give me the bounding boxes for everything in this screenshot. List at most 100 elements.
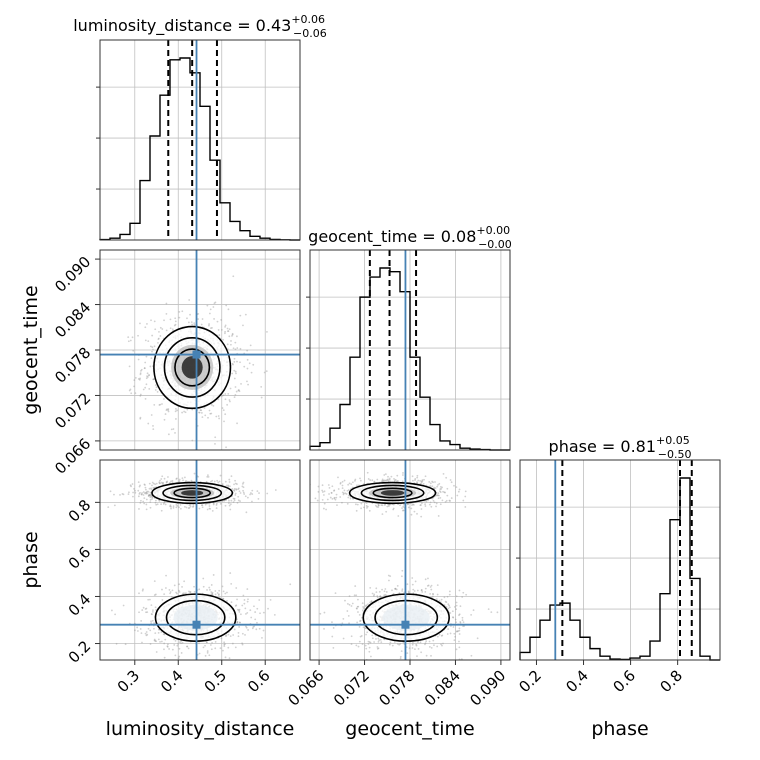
sample-point [192, 506, 194, 508]
sample-point [373, 641, 375, 643]
sample-point [115, 642, 118, 645]
sample-point [209, 644, 212, 646]
sample-point [134, 629, 136, 632]
sample-point [383, 504, 386, 506]
sample-point [170, 595, 173, 598]
sample-point [374, 504, 377, 507]
sample-point [262, 611, 265, 614]
sample-point [176, 409, 178, 412]
sample-point [127, 340, 130, 343]
density-contour [153, 325, 232, 410]
sample-point [354, 479, 356, 482]
sample-point [226, 343, 229, 346]
sample-point [408, 647, 411, 650]
histogram-step [519, 477, 720, 661]
sample-point [336, 504, 338, 507]
sample-point [317, 490, 320, 493]
sample-point [316, 499, 319, 502]
sample-point [238, 490, 241, 493]
sample-point [419, 479, 422, 482]
sample-point [153, 638, 156, 641]
sample-point [389, 503, 391, 506]
sample-point [161, 588, 163, 591]
sample-point [145, 631, 148, 633]
sample-point [237, 635, 240, 638]
sample-point [232, 634, 235, 636]
sample-point [330, 491, 333, 494]
sample-point [201, 504, 204, 507]
sample-point [362, 607, 365, 610]
sample-point [452, 616, 454, 619]
sample-point [444, 491, 446, 494]
sample-point [173, 644, 176, 646]
sample-point [251, 627, 254, 630]
sample-point [445, 601, 448, 604]
sample-point [470, 654, 473, 657]
sample-point [411, 475, 414, 478]
sample-point [378, 590, 381, 593]
sample-point [208, 502, 211, 505]
density-core [181, 490, 204, 496]
sample-point [243, 493, 246, 495]
sample-point [216, 592, 219, 594]
sample-point [440, 634, 443, 637]
sample-point [175, 591, 177, 594]
sample-point [420, 481, 423, 484]
sample-point [197, 661, 199, 663]
sample-point [218, 593, 220, 596]
sample-point [411, 577, 414, 579]
sample-point [166, 645, 169, 648]
sample-point [417, 479, 420, 482]
sample-point [457, 630, 460, 633]
sample-point [159, 482, 162, 485]
sample-point [208, 312, 211, 315]
sample-point [187, 321, 190, 324]
sample-point [162, 503, 165, 505]
sample-point [147, 598, 150, 601]
sample-point [178, 506, 180, 509]
sample-point [459, 620, 462, 623]
sample-point [144, 397, 147, 400]
sample-point [138, 611, 140, 614]
sample-point [464, 495, 467, 498]
sample-point [234, 348, 237, 351]
sample-point [459, 621, 462, 624]
x-tick-label: 0.066 [284, 666, 327, 709]
sample-point [143, 367, 146, 369]
sample-point [139, 628, 142, 630]
sample-point [172, 506, 175, 509]
sample-point [236, 608, 239, 611]
sample-point [248, 362, 251, 365]
sample-point [432, 639, 435, 642]
sample-point [227, 392, 230, 395]
sample-point [375, 638, 377, 640]
sample-point [185, 506, 188, 509]
sample-point [444, 500, 447, 503]
sample-point [232, 275, 235, 278]
sample-point [156, 391, 159, 393]
sample-point [458, 589, 461, 592]
sample-point [245, 626, 248, 629]
sample-point [369, 601, 372, 604]
sample-point [348, 482, 351, 485]
sample-point [206, 589, 208, 591]
sample-point [184, 480, 187, 483]
sample-point [451, 610, 454, 613]
sample-point [381, 504, 384, 507]
sample-point [214, 301, 217, 304]
sample-point [381, 588, 383, 591]
sample-point [411, 583, 414, 586]
sample-point [242, 324, 244, 327]
y-tick-label: 0.8 [65, 496, 95, 526]
sample-point [215, 507, 218, 510]
sample-point [401, 569, 404, 572]
sample-point [333, 490, 335, 492]
sample-point [399, 655, 402, 658]
sample-point [411, 504, 413, 506]
sample-point [201, 416, 204, 419]
sample-point [334, 592, 337, 595]
sample-point [145, 611, 147, 614]
title-luminosity-distance: luminosity_distance = 0.43+0.06 −0.06 [73, 13, 327, 40]
sample-point [443, 491, 446, 494]
